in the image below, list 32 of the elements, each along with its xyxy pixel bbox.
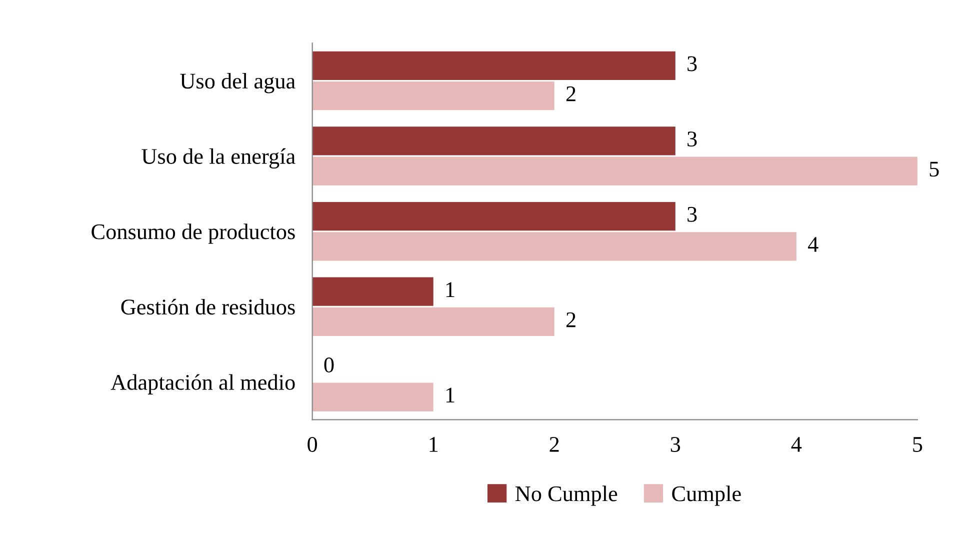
x-tick-label: 4 bbox=[791, 437, 802, 452]
bar bbox=[312, 382, 434, 412]
bar bbox=[312, 277, 434, 306]
bar bbox=[312, 51, 676, 80]
x-tick-label: 2 bbox=[550, 437, 559, 452]
x-tick-label: 0 bbox=[308, 436, 318, 452]
bar bbox=[312, 126, 676, 156]
data-label: 4 bbox=[808, 237, 818, 252]
y-tick-label: Consumo de productos bbox=[92, 224, 295, 244]
y-tick-label: Adaptación al medio bbox=[110, 374, 295, 394]
data-label: 1 bbox=[446, 282, 454, 297]
bar bbox=[312, 232, 796, 261]
y-tick-label: Uso de la energía bbox=[142, 148, 296, 169]
bar bbox=[312, 307, 554, 336]
legend-label: No Cumple bbox=[515, 486, 618, 506]
bar bbox=[312, 202, 676, 231]
data-label: 3 bbox=[688, 56, 697, 72]
bar bbox=[312, 81, 554, 110]
data-label: 3 bbox=[688, 206, 697, 222]
legend-label: Cumple bbox=[672, 486, 741, 506]
y-tick-label: Gestión de residuos bbox=[121, 298, 295, 315]
data-label: 0 bbox=[324, 357, 334, 372]
data-label: 5 bbox=[930, 162, 939, 177]
x-tick-label: 5 bbox=[913, 437, 922, 452]
data-label: 2 bbox=[566, 312, 576, 328]
x-tick-label: 1 bbox=[430, 437, 438, 452]
data-label: 3 bbox=[688, 132, 697, 147]
y-tick-label: Uso del agua bbox=[180, 72, 296, 94]
x-tick-label: 3 bbox=[670, 437, 680, 452]
data-label: 2 bbox=[566, 86, 576, 102]
data-label: 1 bbox=[446, 388, 454, 402]
bar bbox=[312, 156, 918, 186]
